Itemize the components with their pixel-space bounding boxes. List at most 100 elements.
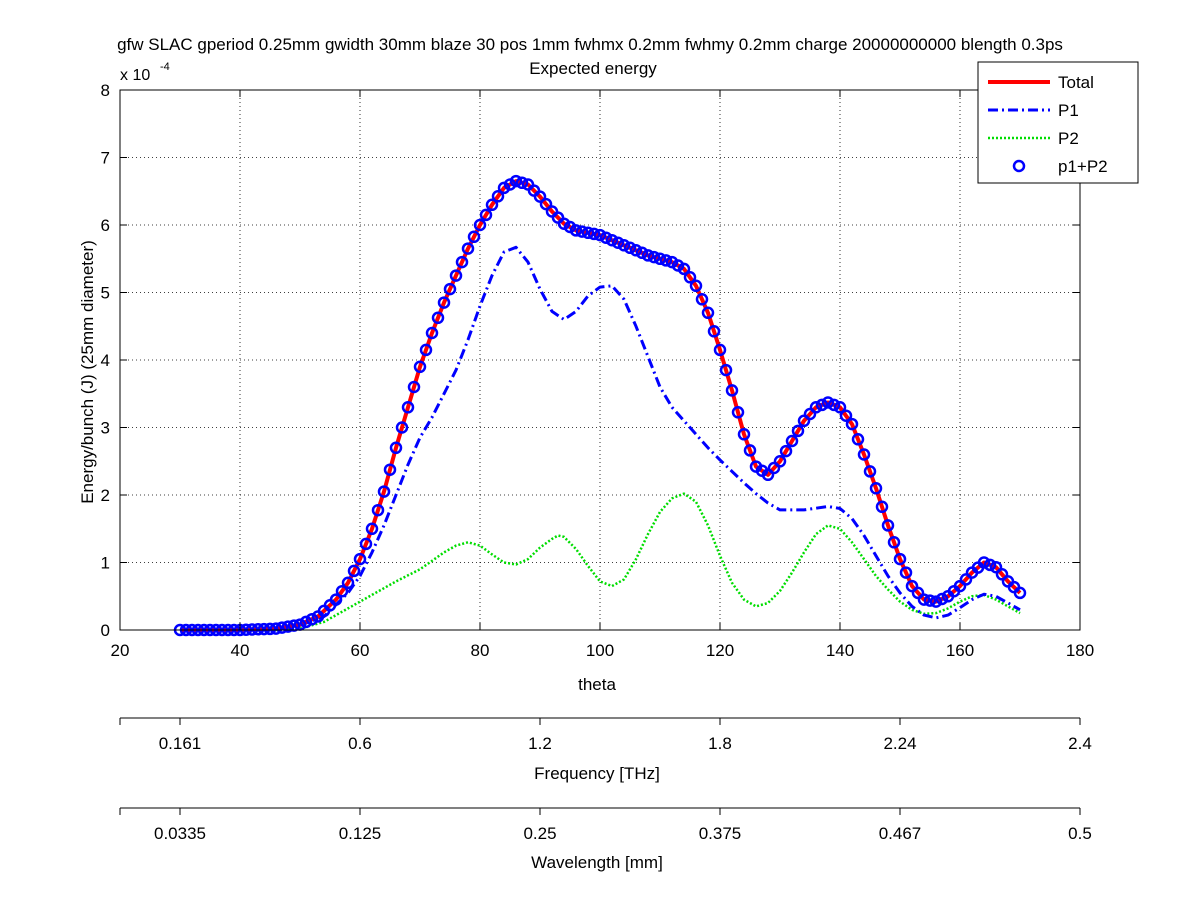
series-point [461, 242, 475, 255]
x-tick-label: 180 [1066, 641, 1094, 660]
secondary-axis-wavelength-mm: 0.0335 0.125 0.25 0.375 0.467 0.5 Wavelength [… [119, 807, 1092, 872]
series-point [659, 254, 673, 267]
series-point [287, 619, 301, 632]
series-point [989, 560, 1003, 574]
y-exponent-base: x 10 [120, 67, 150, 84]
series-point [383, 463, 397, 476]
series-point [251, 623, 265, 636]
series-point [893, 552, 907, 566]
series-point [347, 564, 361, 578]
series-point [455, 255, 469, 269]
series-point [587, 227, 601, 241]
series-point [593, 228, 607, 242]
series-point [713, 343, 727, 357]
legend-label-p1: P1 [1058, 101, 1079, 120]
series-point [1013, 586, 1027, 600]
series-point [779, 444, 793, 458]
series-point [797, 414, 811, 428]
series-point [257, 622, 271, 636]
y-exponent-power: -4 [160, 61, 170, 73]
series-point [365, 522, 379, 536]
series-point [401, 401, 415, 414]
x-tick-label: 140 [826, 641, 854, 660]
series-p2-line [180, 492, 1021, 632]
series-point [485, 198, 499, 212]
series-point [887, 536, 901, 549]
series-point [329, 593, 343, 606]
series-point [761, 468, 775, 482]
series-point [413, 360, 427, 374]
series-point [305, 612, 319, 626]
series-point [407, 380, 421, 394]
legend: Total P1 P2 p1+P2 [977, 61, 1139, 184]
series-point [881, 519, 895, 532]
series-point [695, 293, 709, 306]
series-point [341, 576, 355, 590]
series-point [719, 363, 733, 377]
series-point [785, 434, 799, 448]
secondary-axis-frequency-thz: 0.161 0.6 1.2 1.8 2.24 2.4 Frequency [THz] [119, 717, 1092, 783]
series-point [539, 197, 553, 211]
series-point [599, 231, 613, 244]
x-axis-label: theta [578, 675, 616, 694]
series-point [263, 622, 277, 636]
series-point [473, 218, 487, 232]
series-point [443, 282, 457, 296]
series-point [581, 226, 595, 240]
x-tick-label: 100 [586, 641, 614, 660]
legend-label-p1-p2: p1+P2 [1058, 157, 1108, 176]
series-point [575, 225, 589, 238]
y-tick-label: 2 [101, 486, 110, 505]
series-point [935, 592, 949, 606]
legend-label-total: Total [1058, 73, 1094, 92]
series-point [791, 424, 805, 438]
series-point [809, 401, 823, 414]
series-point [773, 455, 787, 468]
tick-labels: 20 40 60 80 100 120 140 160 180 0 1 2 3 4 5 6 7 8 [101, 81, 1095, 660]
x-tick-label: 120 [706, 641, 734, 660]
series-point [437, 296, 451, 309]
series-point [629, 244, 643, 257]
series-point [737, 428, 751, 441]
y-tick-label: 3 [101, 419, 110, 438]
series-point [389, 441, 403, 455]
series-point [995, 568, 1009, 581]
series-point [299, 615, 313, 629]
series-point [353, 552, 367, 566]
x-tick-label: 60 [351, 641, 370, 660]
series-point [623, 241, 637, 255]
x-tick-label: 20 [111, 641, 130, 660]
series-point [635, 246, 649, 260]
series-point [845, 417, 859, 431]
x-tick-label: 160 [946, 641, 974, 660]
secondary-tick-label: 0.375 [699, 824, 742, 843]
series-point [515, 176, 529, 190]
secondary-axes: 0.161 0.6 1.2 1.8 2.24 2.4 Frequency [THz] 0.03… [119, 717, 1092, 872]
series-point [731, 406, 745, 419]
series-point [509, 174, 523, 188]
y-tick-label: 0 [101, 621, 110, 640]
secondary-tick-label: 1.8 [708, 734, 732, 753]
series-point [419, 343, 433, 357]
series-point [425, 326, 439, 340]
series-point [959, 573, 973, 586]
y-tick-label: 6 [101, 216, 110, 235]
secondary-axis-label: Frequency [THz] [534, 764, 660, 783]
secondary-tick-label: 1.2 [528, 734, 552, 753]
series-point [923, 594, 937, 607]
legend-marker-p1-p2 [1012, 159, 1026, 173]
series-point [395, 421, 409, 434]
secondary-tick-label: 2.4 [1068, 734, 1092, 753]
series-point [449, 269, 463, 282]
y-axis-label: Energy/bunch (J) (25mm diameter) [78, 240, 97, 504]
legend-label-p2: P2 [1058, 129, 1079, 148]
series-point [725, 384, 739, 397]
series-point [839, 409, 853, 422]
series-point [977, 556, 991, 569]
series-point [533, 190, 547, 203]
series-point [677, 262, 691, 276]
series-point [929, 595, 943, 608]
series-point [479, 208, 493, 222]
series-point [281, 620, 295, 633]
